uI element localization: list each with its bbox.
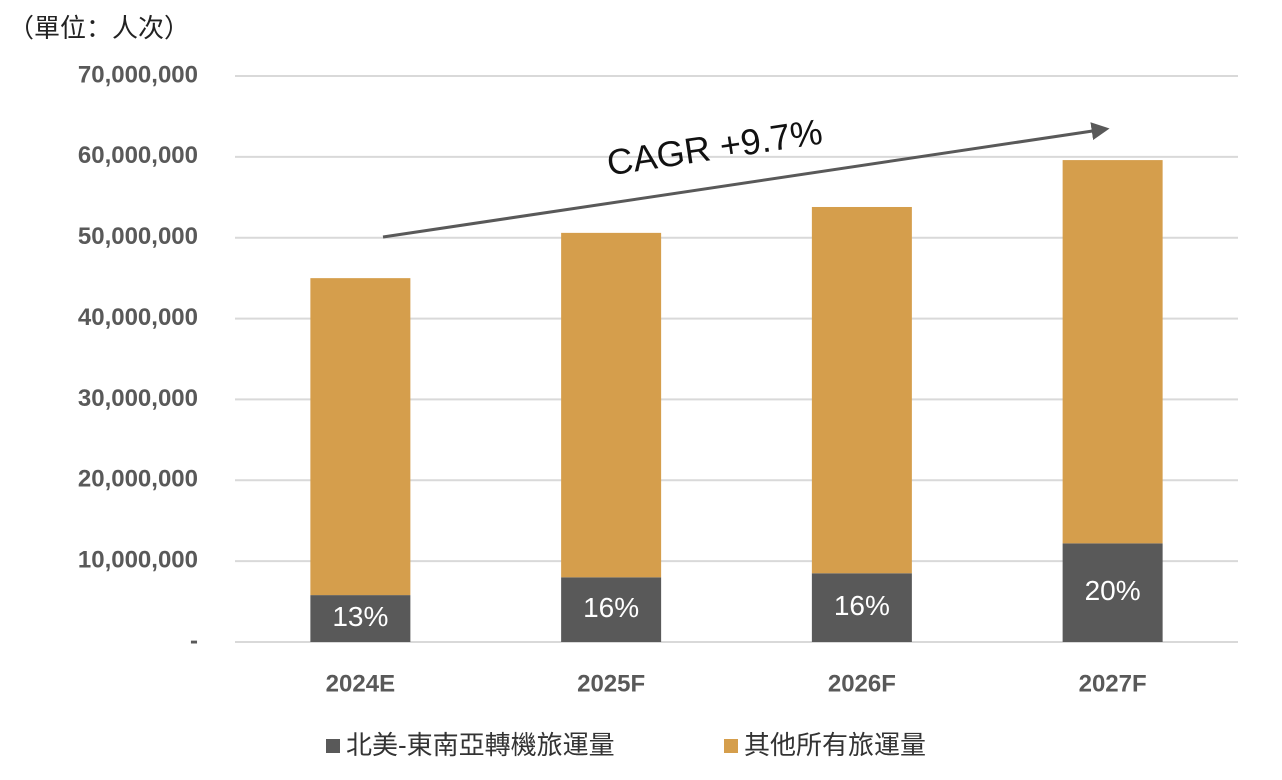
bar-segment: [1062, 160, 1163, 544]
bar-segment: [811, 206, 912, 574]
share-label: 16%: [583, 592, 639, 623]
x-tick-label: 2025F: [577, 670, 645, 697]
bar-segment: [310, 278, 411, 596]
x-tick-label: 2026F: [828, 670, 896, 697]
legend-label: 其他所有旅運量: [744, 730, 926, 760]
y-tick-label: 70,000,000: [78, 61, 198, 88]
share-label: 16%: [834, 590, 890, 621]
share-label: 20%: [1085, 575, 1141, 606]
y-tick-label: 20,000,000: [78, 466, 198, 493]
bar-segment: [310, 595, 411, 642]
trend-arrow: [382, 122, 1110, 239]
y-tick-label: 30,000,000: [78, 385, 198, 412]
y-tick-label: 40,000,000: [78, 304, 198, 331]
x-tick-label: 2027F: [1079, 670, 1147, 697]
cagr-annotation: CAGR +9.7%: [604, 111, 825, 184]
legend-swatch: [724, 739, 738, 753]
x-tick-label: 2024E: [326, 670, 395, 697]
bar-segment: [811, 573, 912, 642]
unit-label: （單位：人次）: [8, 13, 190, 43]
share-label: 13%: [332, 601, 388, 632]
bar-segment: [561, 577, 662, 642]
bar-segment: [561, 232, 662, 578]
y-tick-label: -: [190, 627, 198, 654]
y-tick-label: 50,000,000: [78, 223, 198, 250]
legend-label: 北美-東南亞轉機旅運量: [346, 730, 615, 760]
y-tick-label: 10,000,000: [78, 546, 198, 573]
y-tick-label: 60,000,000: [78, 142, 198, 169]
bar-segment: [1062, 543, 1163, 642]
legend-swatch: [326, 739, 340, 753]
